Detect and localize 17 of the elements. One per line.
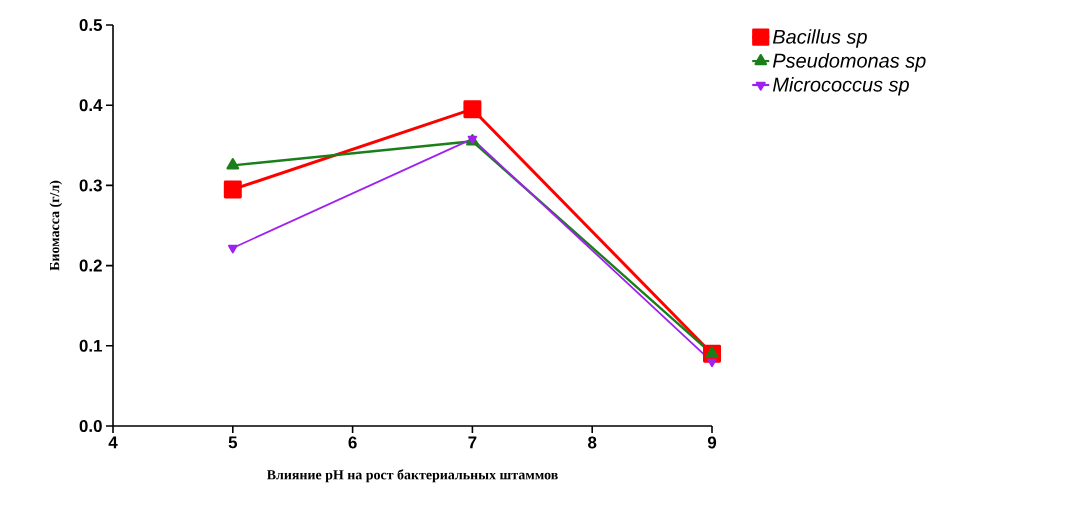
legend-label: Micrococcus sp <box>772 77 909 96</box>
x-tick-label: 6 <box>348 436 357 449</box>
x-tick-label: 4 <box>108 436 118 449</box>
legend-label: Pseudomonas sp <box>772 53 926 72</box>
y-tick-label: 0.3 <box>79 179 102 192</box>
y-tick-label: 0.2 <box>79 259 102 272</box>
legend-label: Bacillus sp <box>772 29 867 48</box>
y-tick-label: 0.0 <box>79 419 102 432</box>
x-axis-title: Влияние pH на рост бактериальных штаммов <box>266 469 558 483</box>
y-tick-label: 0.5 <box>79 18 103 31</box>
x-tick-label: 9 <box>707 436 717 449</box>
y-tick-label: 0.1 <box>79 339 103 352</box>
x-tick-label: 8 <box>588 436 597 449</box>
y-axis-title: Биомасса (г/л) <box>49 180 63 271</box>
x-tick-label: 5 <box>228 436 238 449</box>
x-tick-label: 7 <box>468 436 477 449</box>
y-tick-label: 0.4 <box>79 99 103 112</box>
